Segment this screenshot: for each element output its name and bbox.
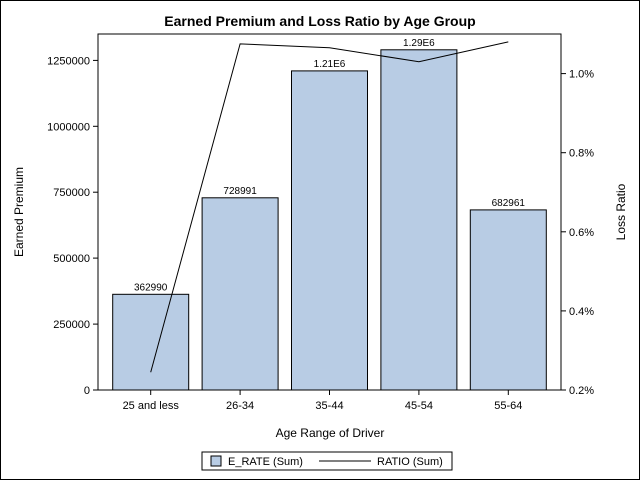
data-label-4: 682961 xyxy=(492,198,526,209)
x-tick-label-4: 55-64 xyxy=(494,400,522,412)
y2-axis-title: Loss Ratio xyxy=(614,183,628,240)
legend-swatch-bar xyxy=(210,455,222,467)
ratio-line xyxy=(150,41,509,373)
y-tick-label-1: 250000 xyxy=(53,319,90,331)
y-axis-left: 0 250000 500000 750000 1000000 1250000 xyxy=(47,55,98,397)
bar-3 xyxy=(380,49,458,391)
legend: E_RATE (Sum) RATIO (Sum) xyxy=(201,451,453,471)
bar-1 xyxy=(201,197,279,391)
bar-2 xyxy=(291,70,368,391)
data-label-0: 362990 xyxy=(134,282,168,293)
x-tick-label-1: 26-34 xyxy=(226,400,254,412)
data-label-1: 728991 xyxy=(223,186,257,197)
y-axis-title: Earned Premium xyxy=(12,167,26,257)
legend-label-bar: E_RATE (Sum) xyxy=(228,456,303,468)
y-tick-label-2: 500000 xyxy=(53,253,90,265)
bar-0 xyxy=(112,293,190,391)
y2-tick-label-4: 1.0% xyxy=(569,69,594,81)
x-tick-label-0: 25 and less xyxy=(123,400,180,412)
y2-tick-label-0: 0.2% xyxy=(569,385,594,397)
x-axis: 25 and less 26-34 35-44 45-54 55-64 xyxy=(123,390,522,412)
y-tick-label-5: 1250000 xyxy=(47,55,90,67)
data-label-group: 362990 728991 1.21E6 1.29E6 682961 xyxy=(134,38,525,293)
x-tick-label-3: 45-54 xyxy=(405,400,433,412)
y-tick-label-0: 0 xyxy=(84,385,90,397)
bar-4 xyxy=(469,209,547,391)
y2-tick-label-1: 0.4% xyxy=(569,306,594,318)
y-axis-right: 0.2% 0.4% 0.6% 0.8% 1.0% xyxy=(561,69,594,397)
x-tick-label-2: 35-44 xyxy=(315,400,343,412)
legend-label-line: RATIO (Sum) xyxy=(377,456,443,468)
y-tick-label-3: 750000 xyxy=(53,187,90,199)
data-label-3: 1.29E6 xyxy=(403,38,435,49)
line-series-group xyxy=(150,41,509,373)
x-axis-title: Age Range of Driver xyxy=(276,426,385,440)
y-tick-label-4: 1000000 xyxy=(47,121,90,133)
data-label-2: 1.21E6 xyxy=(314,59,346,70)
y2-tick-label-2: 0.6% xyxy=(569,227,594,239)
chart-title: Earned Premium and Loss Ratio by Age Gro… xyxy=(164,13,475,29)
bar-group xyxy=(112,49,547,391)
y2-tick-label-3: 0.8% xyxy=(569,148,594,160)
